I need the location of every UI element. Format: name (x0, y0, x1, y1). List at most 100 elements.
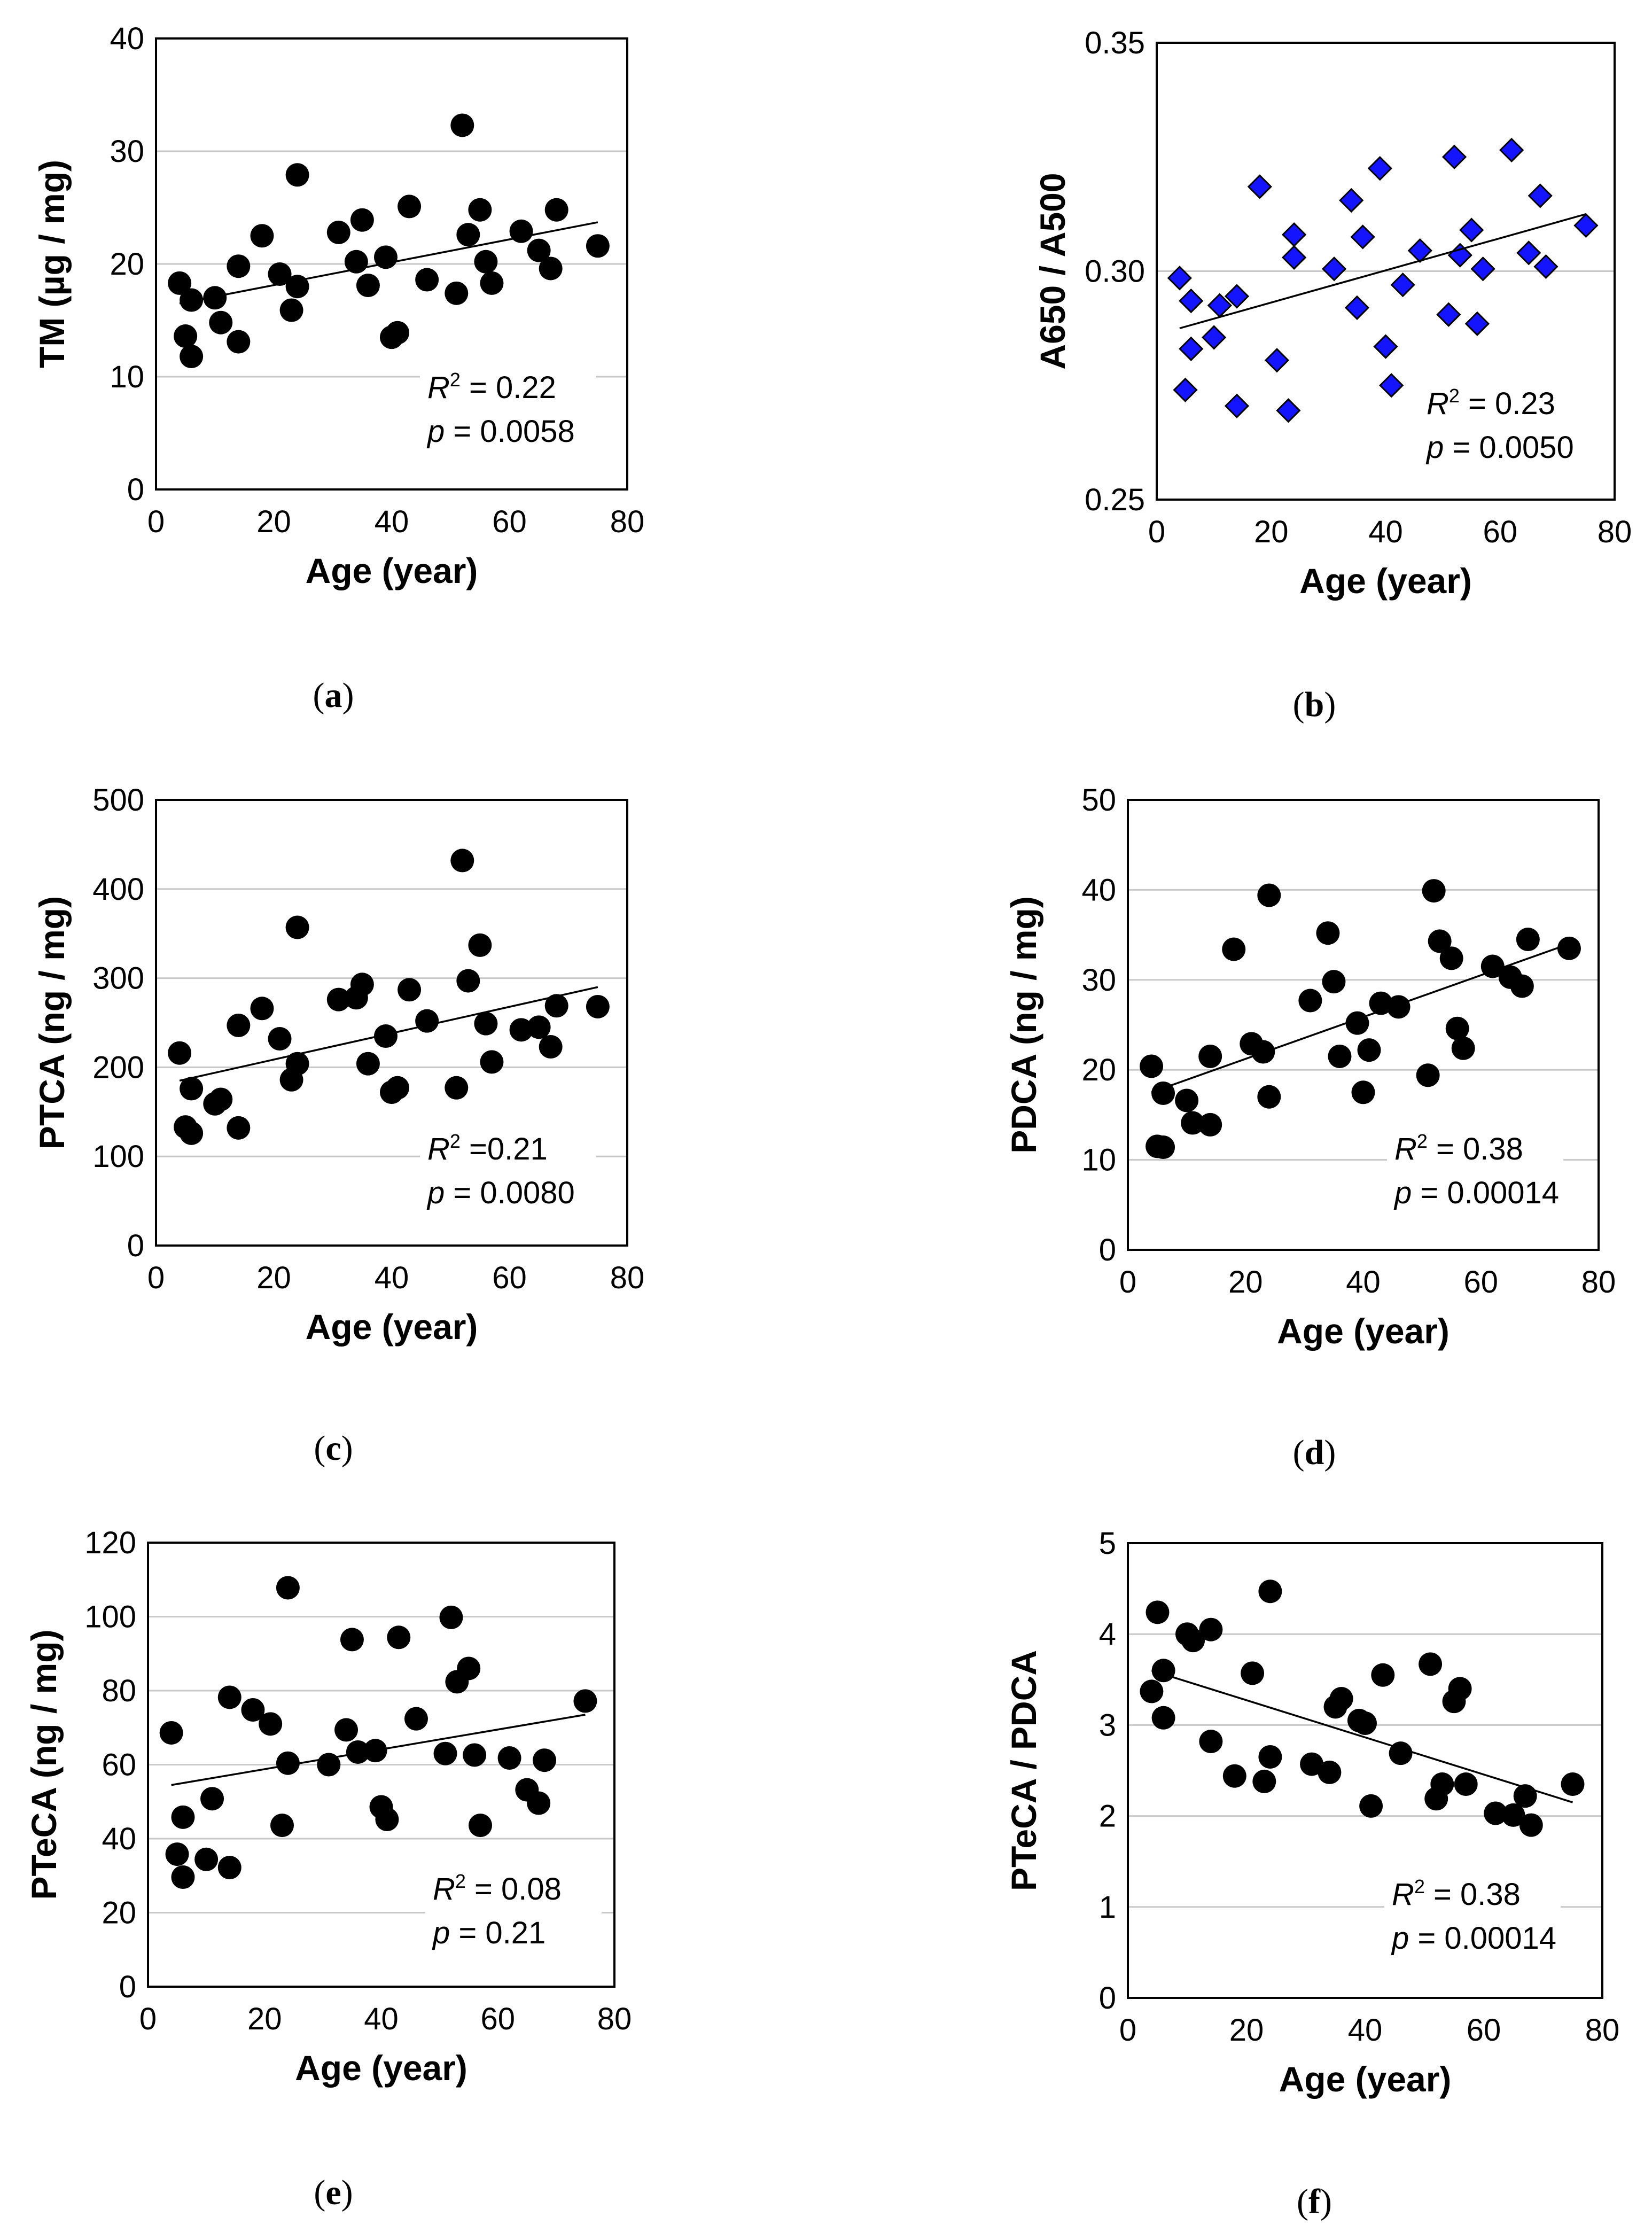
data-point (1179, 288, 1204, 314)
data-point (1573, 213, 1599, 238)
data-point (544, 994, 568, 1018)
data-point (456, 223, 480, 247)
data-point (1439, 946, 1463, 970)
data-point (1175, 1088, 1199, 1112)
plot-frame (1127, 799, 1600, 1251)
data-point (1257, 883, 1281, 907)
data-point (285, 1052, 309, 1076)
x-tick-label: 80 (610, 504, 645, 539)
chart-panel-2: 0.25 0.30 0.35 0 20 40 60 80 Age (year) A650 / A5… (1033, 26, 1632, 724)
plot-frame (155, 799, 628, 1247)
stats-background (1387, 1127, 1563, 1213)
y-tick-label: 4 (1099, 1617, 1116, 1652)
panel-label: (a) (313, 676, 354, 715)
data-point (415, 1009, 439, 1033)
y-tick-label: 0 (119, 1970, 136, 2004)
data-point (1179, 336, 1204, 361)
data-point (1199, 1617, 1223, 1641)
data-point (386, 321, 410, 345)
data-point (474, 250, 498, 274)
data-point (1167, 266, 1192, 291)
x-tick-label: 80 (597, 2002, 632, 2036)
chart-panel-1: 0 10 20 30 40 0 20 40 60 80 Age (year) TM (µg / mg)… (32, 21, 644, 715)
data-point (268, 1027, 292, 1051)
plot-frame (147, 1542, 615, 1988)
data-point (457, 1656, 481, 1680)
data-point (279, 298, 303, 322)
data-point (180, 1077, 204, 1101)
x-tick-label: 0 (1148, 515, 1165, 549)
data-point (1436, 302, 1461, 327)
data-point (1441, 144, 1467, 169)
y-tick-label: 0.35 (1085, 26, 1145, 60)
y-tick-label: 80 (102, 1674, 136, 1708)
data-point (533, 1748, 557, 1772)
data-point (1470, 256, 1495, 282)
data-point (445, 1076, 469, 1100)
y-tick-label: 300 (92, 961, 144, 996)
data-point (373, 1024, 398, 1048)
x-tick-label: 20 (247, 2002, 282, 2036)
data-point (159, 1721, 183, 1745)
x-axis-label: Age (year) (1277, 1311, 1450, 1351)
data-point (250, 224, 274, 248)
x-tick-label: 0 (139, 2002, 157, 2036)
data-point (1390, 273, 1415, 298)
data-point (1328, 1044, 1352, 1068)
data-point (1300, 1752, 1324, 1776)
data-point (276, 1751, 300, 1775)
data-point (200, 1787, 224, 1811)
p-value-label: p = 0.00014 (1393, 1176, 1559, 1210)
y-tick-label: 40 (110, 21, 144, 56)
r-squared-label: R2 = 0.38 (1392, 1876, 1521, 1912)
y-axis-label: A650 / A500 (1033, 173, 1072, 369)
y-tick-label: 100 (92, 1139, 144, 1174)
trend-line (179, 986, 598, 1082)
x-tick-label: 20 (256, 1261, 291, 1295)
x-tick-label: 40 (364, 2002, 399, 2036)
stats-background (420, 1127, 596, 1213)
x-tick-label: 40 (1348, 2013, 1383, 2048)
x-tick-label: 20 (1229, 2013, 1264, 2048)
data-point (250, 997, 274, 1021)
x-tick-label: 40 (1368, 515, 1403, 549)
stats-background (1384, 1873, 1561, 1958)
r-squared-label: R2 = 0.23 (1427, 385, 1555, 421)
data-point (468, 933, 492, 957)
x-tick-label: 60 (1463, 1265, 1498, 1300)
trend-line (179, 221, 598, 305)
y-tick-label: 50 (1081, 783, 1116, 818)
data-point (1359, 1794, 1383, 1818)
data-point (1222, 937, 1246, 961)
data-point (1339, 188, 1364, 213)
data-point (474, 1012, 498, 1036)
y-axis-label: TM (µg / mg) (32, 160, 72, 368)
data-point (404, 1707, 428, 1731)
y-tick-label: 1 (1099, 1890, 1116, 1925)
data-point (398, 978, 422, 1002)
data-point (356, 1052, 380, 1076)
data-point (1557, 936, 1581, 960)
data-point (1459, 217, 1484, 243)
data-point (1419, 1652, 1443, 1676)
panel-label: (f) (1297, 2182, 1332, 2221)
data-point (1561, 1772, 1585, 1796)
data-point (1181, 1111, 1205, 1135)
y-tick-label: 10 (1081, 1143, 1116, 1178)
data-point (180, 1121, 204, 1145)
data-point (209, 1087, 233, 1111)
data-point (1445, 1016, 1469, 1040)
data-point (1316, 921, 1340, 945)
data-point (180, 288, 204, 312)
data-point (1146, 1600, 1170, 1624)
data-point (346, 1740, 370, 1764)
data-point (259, 1712, 283, 1736)
x-tick-label: 60 (492, 504, 527, 539)
y-axis-label: PTCA (ng / mg) (32, 896, 72, 1149)
x-tick-label: 60 (1483, 515, 1517, 549)
panel-label: (e) (314, 2173, 353, 2212)
data-point (1516, 240, 1541, 266)
data-point (1173, 377, 1198, 402)
p-value-label: p = 0.00014 (1391, 1921, 1556, 1956)
data-point (1258, 1745, 1282, 1769)
